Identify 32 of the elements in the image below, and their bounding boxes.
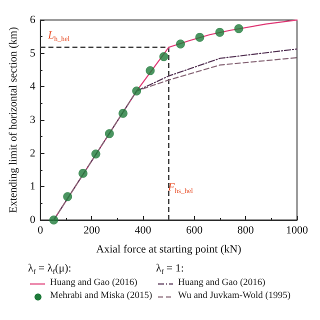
y-tick-label: 2: [30, 147, 36, 160]
y-axis-title: Extending limit of horizontal section (km): [8, 26, 20, 214]
x-tick-label: 600: [186, 224, 204, 236]
point: [215, 28, 224, 37]
point: [104, 129, 114, 138]
point: [146, 66, 155, 76]
y-tick-label: 6: [30, 14, 36, 26]
point: [78, 168, 88, 178]
y-tick-label: 5: [30, 47, 36, 60]
legend-label: Huang and Gao (2016): [50, 278, 138, 288]
legend-label: Huang and Gao (2016): [178, 278, 266, 288]
x-tick-label: 0: [38, 224, 44, 236]
y-tick-label: 0: [30, 214, 36, 226]
point: [49, 216, 58, 224]
legend-label: Mehrabi and Miska (2015): [50, 291, 152, 301]
point: [176, 40, 186, 48]
y-tick-label: 1: [30, 180, 36, 193]
point: [234, 24, 244, 34]
y-tick-label: 3: [30, 114, 36, 126]
x-tick-label: 200: [83, 224, 100, 236]
legend-label: Wu and Juvkam-Wold (1995): [178, 291, 291, 301]
x-tick-label: 400: [134, 224, 152, 236]
x-tick-label: 800: [237, 224, 254, 236]
point: [132, 86, 142, 96]
point: [118, 108, 128, 118]
point: [159, 52, 168, 62]
x-axis-title: Axial force at starting point (kN): [96, 244, 242, 256]
point: [91, 150, 100, 158]
y-tick-label: 4: [30, 80, 36, 93]
x-tick-label: 1000: [286, 224, 308, 236]
point: [195, 32, 204, 42]
point: [63, 192, 72, 202]
